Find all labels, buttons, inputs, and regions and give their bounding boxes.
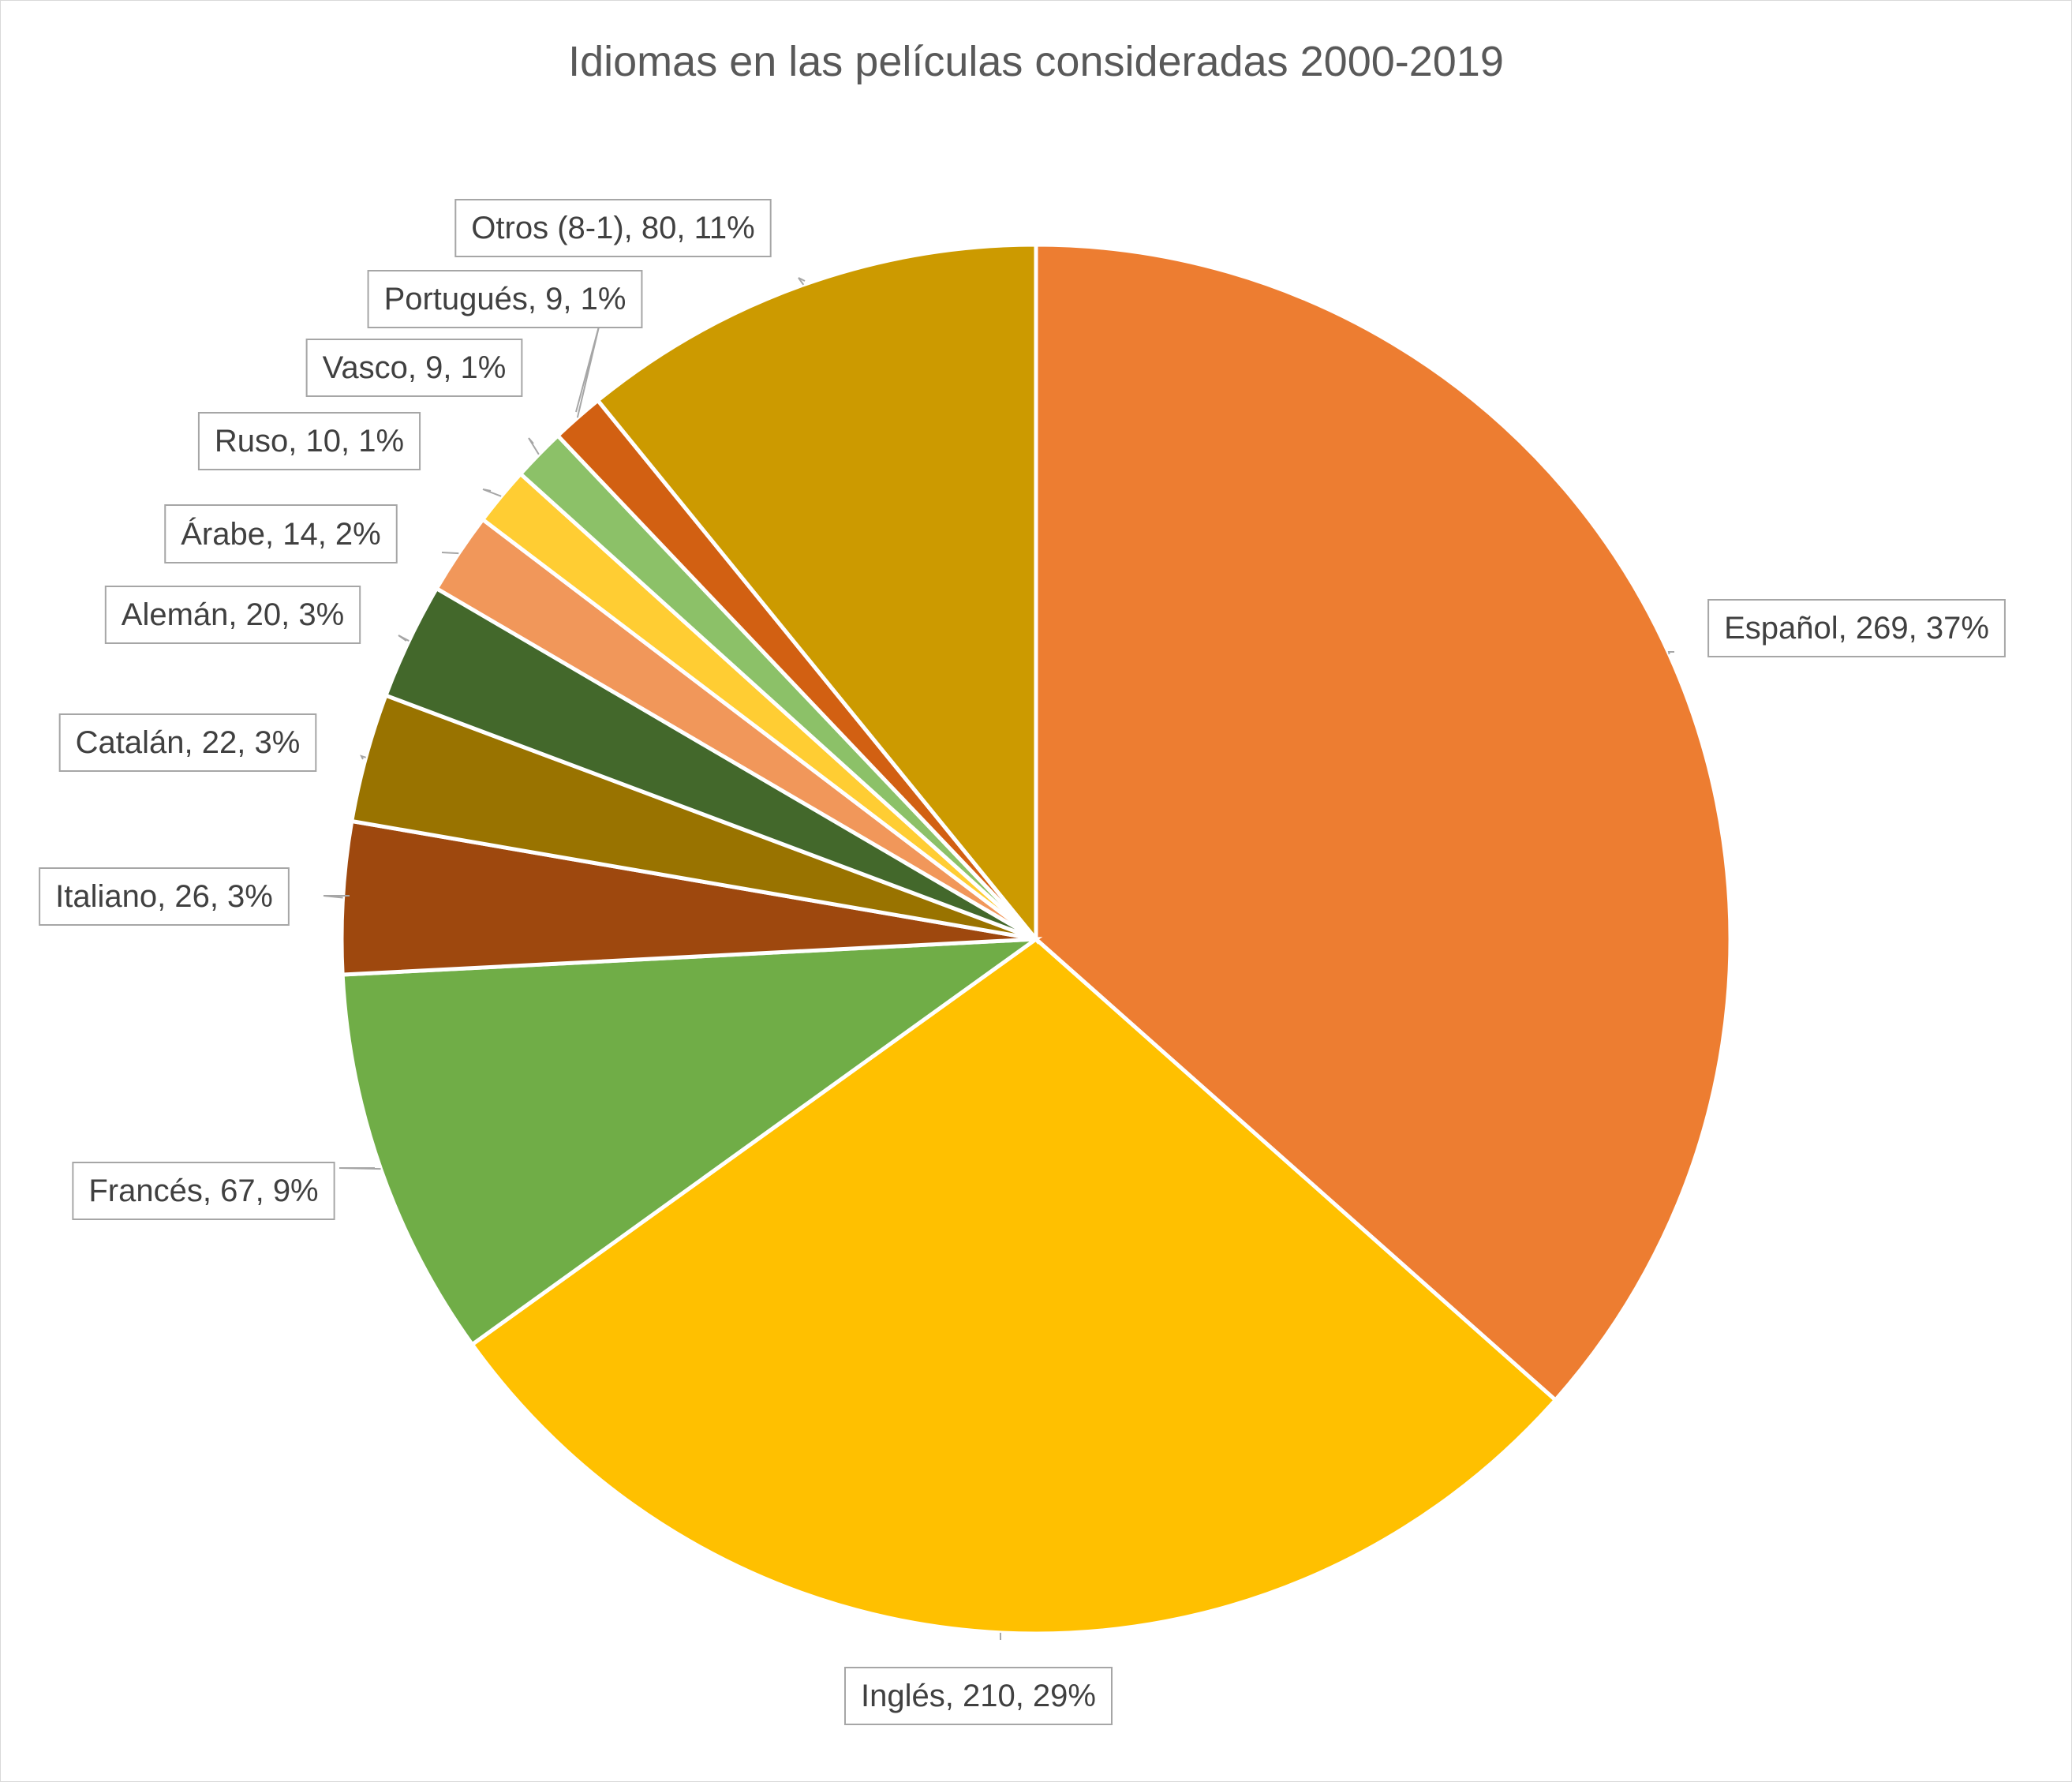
leader-line xyxy=(798,277,806,286)
data-label-box xyxy=(197,412,421,470)
data-label-text: Ruso, 10, 1% xyxy=(215,424,404,459)
leader-line xyxy=(323,895,350,899)
data-label-text: Árabe, 14, 2% xyxy=(181,516,381,552)
data-label-text: Alemán, 20, 3% xyxy=(122,597,344,632)
data-label-text: Catalán, 22, 3% xyxy=(76,725,301,760)
data-label-box xyxy=(72,1162,335,1220)
data-label: Otros (8-1), 80, 11% xyxy=(454,199,772,257)
data-label-box xyxy=(305,339,523,397)
data-label: Portugués, 9, 1% xyxy=(367,270,643,328)
data-label-box xyxy=(58,713,317,772)
data-label-box xyxy=(454,199,772,257)
data-label: Ruso, 10, 1% xyxy=(197,412,421,470)
data-label-text: Italiano, 26, 3% xyxy=(55,879,273,914)
data-label-box xyxy=(104,586,361,644)
data-label: Francés, 67, 9% xyxy=(72,1162,335,1220)
data-label: Árabe, 14, 2% xyxy=(164,504,398,563)
leader-line xyxy=(398,635,410,642)
data-label-text: Español, 269, 37% xyxy=(1724,611,1989,646)
data-label: Italiano, 26, 3% xyxy=(39,867,290,926)
data-label: Vasco, 9, 1% xyxy=(305,339,523,397)
data-label: Catalán, 22, 3% xyxy=(58,713,317,772)
leader-line xyxy=(360,754,366,760)
leader-line xyxy=(441,552,459,555)
pie-slice-franc-s xyxy=(340,937,1043,1348)
data-label-box xyxy=(39,867,290,926)
data-labels: Español, 269, 37% Inglés, 210, 29% Francés… xyxy=(39,199,2006,1725)
chart-title: Idiomas en las películas consideradas 20… xyxy=(568,38,1504,85)
data-label-text: Vasco, 9, 1% xyxy=(323,350,507,385)
data-label-box xyxy=(164,504,398,563)
data-label-box xyxy=(844,1667,1113,1725)
data-label-text: Inglés, 210, 29% xyxy=(861,1679,1096,1713)
leader-line xyxy=(338,1167,381,1170)
leader-line xyxy=(1667,651,1674,655)
data-label-text: Otros (8-1), 80, 11% xyxy=(471,211,754,245)
data-label-text: Francés, 67, 9% xyxy=(88,1174,318,1208)
data-label-box xyxy=(1707,599,2006,657)
pie-slice-otros-8-1- xyxy=(595,242,1038,945)
data-label: Español, 269, 37% xyxy=(1707,599,2006,657)
data-label: Inglés, 210, 29% xyxy=(844,1667,1113,1725)
data-label-text: Portugués, 9, 1% xyxy=(384,282,626,316)
data-label-box xyxy=(367,270,643,328)
pie-slices xyxy=(339,242,1733,1636)
leader-line xyxy=(528,437,540,455)
data-label: Alemán, 20, 3% xyxy=(104,586,361,644)
leader-line xyxy=(482,489,502,497)
